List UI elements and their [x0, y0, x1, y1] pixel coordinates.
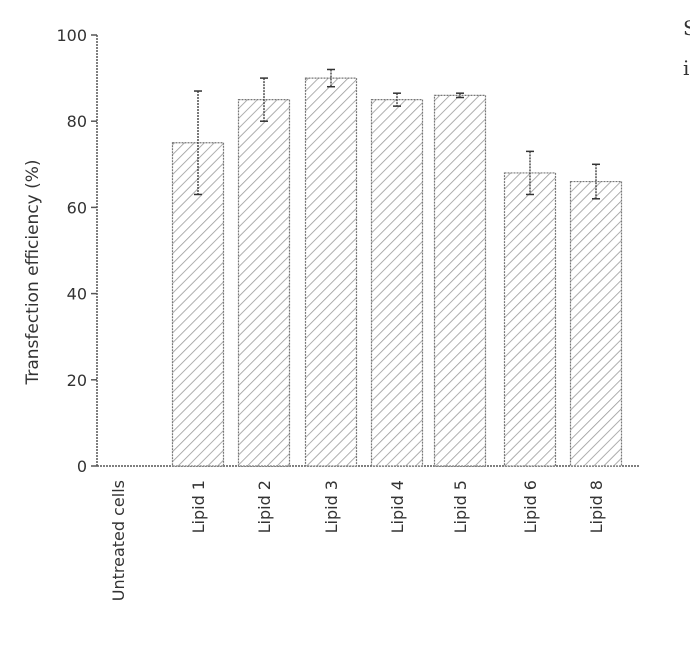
cropped-text-2: i — [683, 58, 689, 78]
y-tick-label: 60 — [67, 198, 87, 217]
y-axis-label: Transfection efficiency (%) — [23, 159, 43, 385]
cropped-text-1: S — [683, 18, 690, 38]
bar — [372, 100, 423, 466]
x-tick-label: Lipid 8 — [587, 480, 606, 533]
x-tick-label: Lipid 3 — [322, 480, 341, 533]
x-tick-label: Lipid 6 — [521, 480, 540, 533]
bar — [239, 100, 290, 466]
y-tick-label: 40 — [67, 285, 87, 304]
y-ticks: 0 20 40 60 80 100 — [56, 26, 97, 476]
x-tick-label: Lipid 5 — [451, 480, 470, 533]
x-tick-labels: Untreated cells Lipid 1 Lipid 2 Lipid 3 Lipi… — [109, 480, 606, 601]
x-tick-label: Lipid 1 — [189, 480, 208, 533]
bar — [435, 95, 486, 466]
y-tick-label: 100 — [56, 26, 87, 45]
x-tick-label: Untreated cells — [109, 480, 128, 601]
y-tick-label: 20 — [67, 371, 87, 390]
bar — [571, 182, 622, 466]
bar — [306, 78, 357, 466]
bar — [505, 173, 556, 466]
y-tick-label: 0 — [77, 457, 87, 476]
x-tick-label: Lipid 2 — [255, 480, 274, 533]
y-tick-label: 80 — [67, 112, 87, 131]
x-tick-label: Lipid 4 — [388, 480, 407, 533]
bars — [173, 69, 622, 466]
